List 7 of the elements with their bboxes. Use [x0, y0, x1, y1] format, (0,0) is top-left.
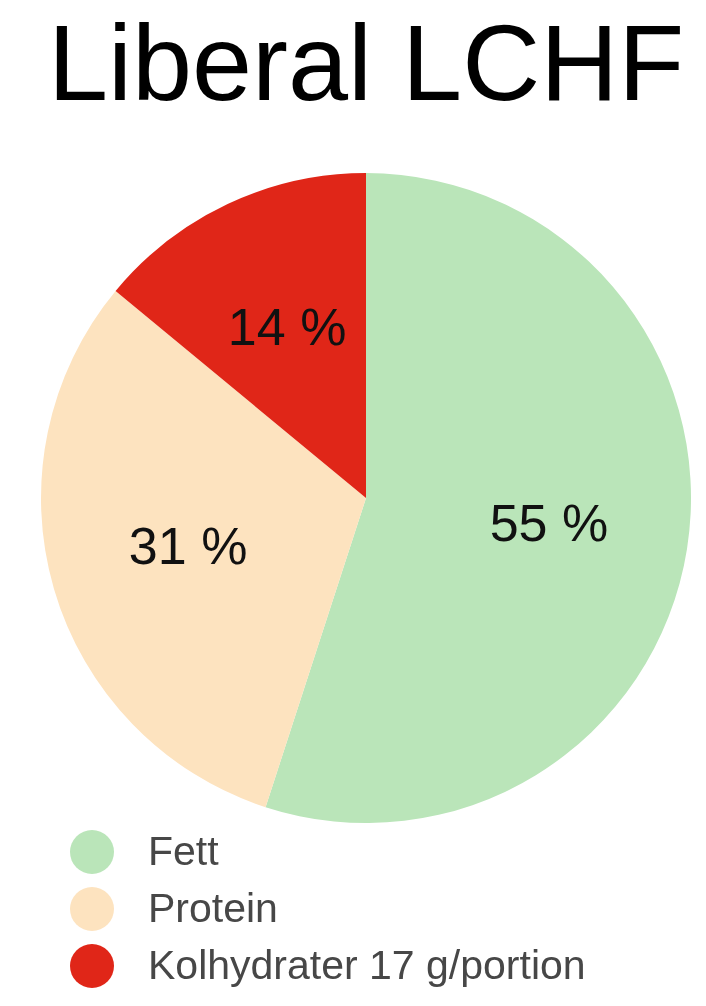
chart-title: Liberal LCHF	[47, 1, 685, 123]
legend-label: Fett	[148, 828, 220, 875]
data-label: 14 %	[227, 297, 347, 356]
legend-label: Kolhydrater 17 g/portion	[148, 942, 586, 989]
legend-label: Protein	[148, 885, 278, 932]
data-label: 31 %	[128, 517, 248, 576]
data-label: 55 %	[489, 494, 609, 553]
